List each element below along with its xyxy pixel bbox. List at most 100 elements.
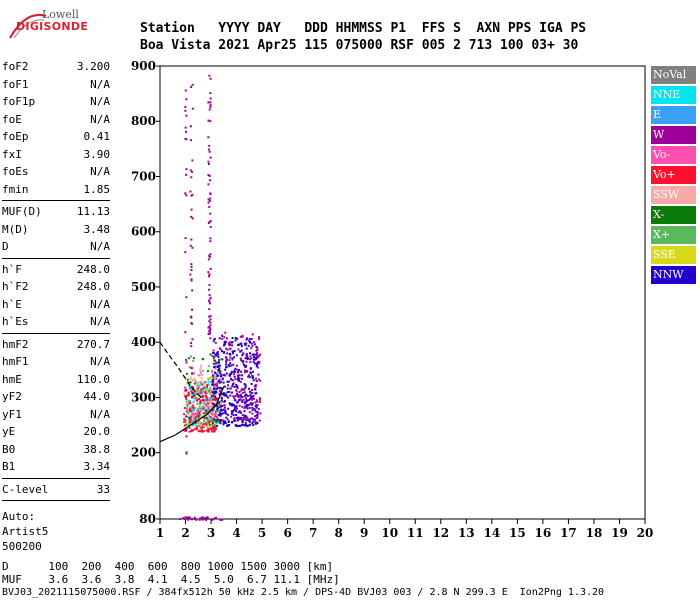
data-point-w: [239, 397, 242, 400]
data-point-w: [184, 516, 187, 519]
data-point-x-: [214, 418, 217, 421]
data-point-w: [243, 406, 246, 409]
data-point-w: [241, 377, 244, 380]
data-point-w: [245, 369, 248, 372]
data-point-vo+: [203, 417, 206, 420]
data-point-w: [208, 315, 211, 318]
data-point-x-: [207, 370, 210, 373]
data-point-w: [209, 225, 212, 228]
data-point-w: [219, 405, 222, 408]
data-point-w: [241, 334, 244, 337]
data-point-e: [198, 402, 201, 405]
data-point-nnw: [230, 403, 233, 406]
data-point-nnw: [213, 365, 216, 368]
param-name: MUF(D): [2, 205, 42, 218]
data-point-vo+: [212, 426, 215, 429]
data-point-e: [210, 396, 213, 399]
data-point-vo+: [212, 405, 215, 408]
data-point-w: [208, 299, 211, 302]
data-point-nnw: [234, 339, 237, 342]
data-point-w: [235, 389, 238, 392]
data-point-nnw: [218, 337, 221, 340]
data-point-nnw: [236, 417, 239, 420]
data-point-w: [218, 347, 221, 350]
data-point-nnw: [253, 409, 256, 412]
data-point-w: [230, 415, 233, 418]
data-point-vo+: [200, 430, 203, 433]
data-point-nnw: [218, 369, 221, 372]
data-point-w: [245, 353, 248, 356]
data-point-w: [209, 237, 212, 240]
data-point-nnw: [235, 383, 238, 386]
data-point-nnw: [240, 349, 243, 352]
data-point-ssw: [188, 365, 191, 368]
data-point-w: [219, 404, 222, 407]
data-point-nnw: [218, 367, 221, 370]
param-row: D N/A: [2, 238, 110, 256]
data-point-w: [225, 347, 228, 350]
data-point-nnw: [211, 409, 214, 412]
data-point-nnw: [248, 420, 251, 423]
data-point-nnw: [220, 409, 223, 412]
param-value: N/A: [90, 407, 110, 421]
data-point-nnw: [228, 373, 231, 376]
data-point-e: [205, 411, 208, 414]
data-point-nnw: [244, 386, 247, 389]
data-point-w: [208, 300, 211, 303]
data-point-nnw: [223, 400, 226, 403]
data-point-nnw: [225, 366, 228, 369]
distance-row: D 100 200 400 600 800 1000 1500 3000 [km…: [2, 560, 334, 573]
data-point-w: [208, 294, 211, 297]
data-point-nnw: [243, 342, 246, 345]
muf-table: D 100 200 400 600 800 1000 1500 3000 [km…: [2, 560, 340, 586]
data-point-w: [225, 337, 228, 340]
data-point-w: [231, 344, 234, 347]
param-row: M(D) 3.48: [2, 221, 110, 239]
data-point-w: [182, 517, 185, 520]
data-point-vo+: [194, 415, 197, 418]
data-point-nne: [186, 405, 189, 408]
data-point-nnw: [231, 350, 234, 353]
data-point-nnw: [231, 357, 234, 360]
data-point-nnw: [248, 338, 251, 341]
data-point-sse: [209, 422, 212, 425]
data-point-nnw: [214, 390, 217, 393]
data-point-nnw: [256, 356, 259, 359]
data-point-nnw: [242, 361, 245, 364]
data-point-e: [188, 420, 191, 423]
data-point-w: [189, 190, 192, 193]
data-point-nnw: [213, 404, 216, 407]
data-point-x-: [189, 381, 192, 384]
y-tick-label: 300: [131, 390, 156, 404]
data-point-w: [256, 349, 259, 352]
data-point-w: [208, 254, 211, 257]
data-point-nnw: [247, 404, 250, 407]
y-tick-label: 800: [131, 114, 156, 128]
data-point-w: [259, 353, 262, 356]
data-point-nnw: [236, 401, 239, 404]
data-point-w: [209, 197, 212, 200]
data-point-nnw: [251, 397, 254, 400]
y-tick-label: 600: [131, 225, 156, 239]
data-point-vo+: [206, 385, 209, 388]
data-point-w: [212, 349, 215, 352]
x-tick-label: 19: [611, 526, 628, 540]
data-point-nnw: [237, 379, 240, 382]
param-name: fmin: [2, 182, 29, 196]
data-point-vo+: [197, 398, 200, 401]
data-point-nnw: [234, 399, 237, 402]
data-point-w: [253, 418, 256, 421]
legend-item: SSW: [651, 186, 696, 204]
param-row: C-level 33: [2, 481, 110, 499]
data-point-nnw: [253, 358, 256, 361]
data-point-w: [221, 518, 224, 521]
data-point-w: [191, 159, 194, 162]
data-point-vo+: [190, 429, 193, 432]
data-point-w: [239, 380, 242, 383]
data-point-w: [249, 396, 252, 399]
data-point-x-: [215, 419, 218, 422]
data-point-nnw: [235, 413, 238, 416]
data-point-nnw: [211, 395, 214, 398]
data-point-x+: [189, 355, 192, 358]
data-point-w: [257, 378, 260, 381]
